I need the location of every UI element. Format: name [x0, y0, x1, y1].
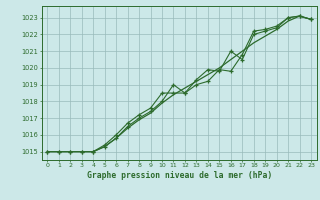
X-axis label: Graphe pression niveau de la mer (hPa): Graphe pression niveau de la mer (hPa)	[87, 171, 272, 180]
